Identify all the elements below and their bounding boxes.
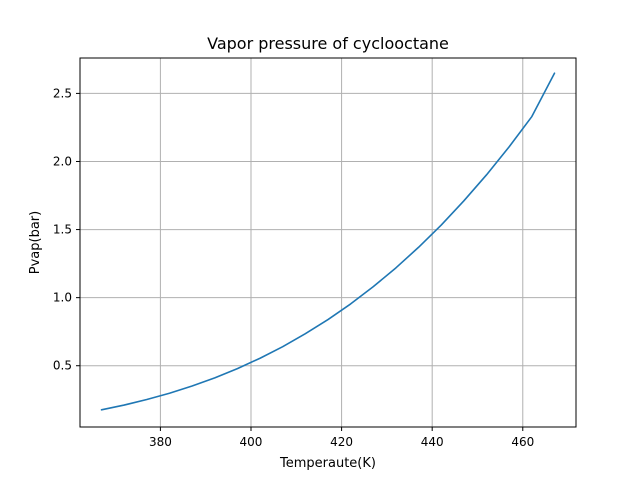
x-tick-label: 420 (330, 435, 353, 449)
plot-area (80, 58, 576, 427)
y-axis-label: Pvap(bar) (28, 211, 43, 274)
y-tick-label: 2.5 (53, 86, 72, 100)
y-tick-label: 0.5 (53, 359, 72, 373)
y-tick-label: 1.5 (53, 223, 72, 237)
series-layer (100, 72, 556, 411)
x-tick-label: 400 (240, 435, 263, 449)
chart-title: Vapor pressure of cyclooctane (207, 34, 449, 53)
y-tick-label: 1.0 (53, 291, 72, 305)
y-tick-label: 2.0 (53, 154, 72, 168)
x-tick-label: 440 (421, 435, 444, 449)
series-line (100, 72, 556, 411)
grid-layer (80, 58, 576, 427)
plot-frame (79, 57, 577, 428)
x-tick-label: 460 (511, 435, 534, 449)
x-axis-label: Temperaute(K) (279, 456, 376, 471)
tick-layer: 380 400 420 440 460 0.5 1.0 1.5 2.0 2.5 (53, 86, 534, 449)
x-tick-label: 380 (149, 435, 172, 449)
